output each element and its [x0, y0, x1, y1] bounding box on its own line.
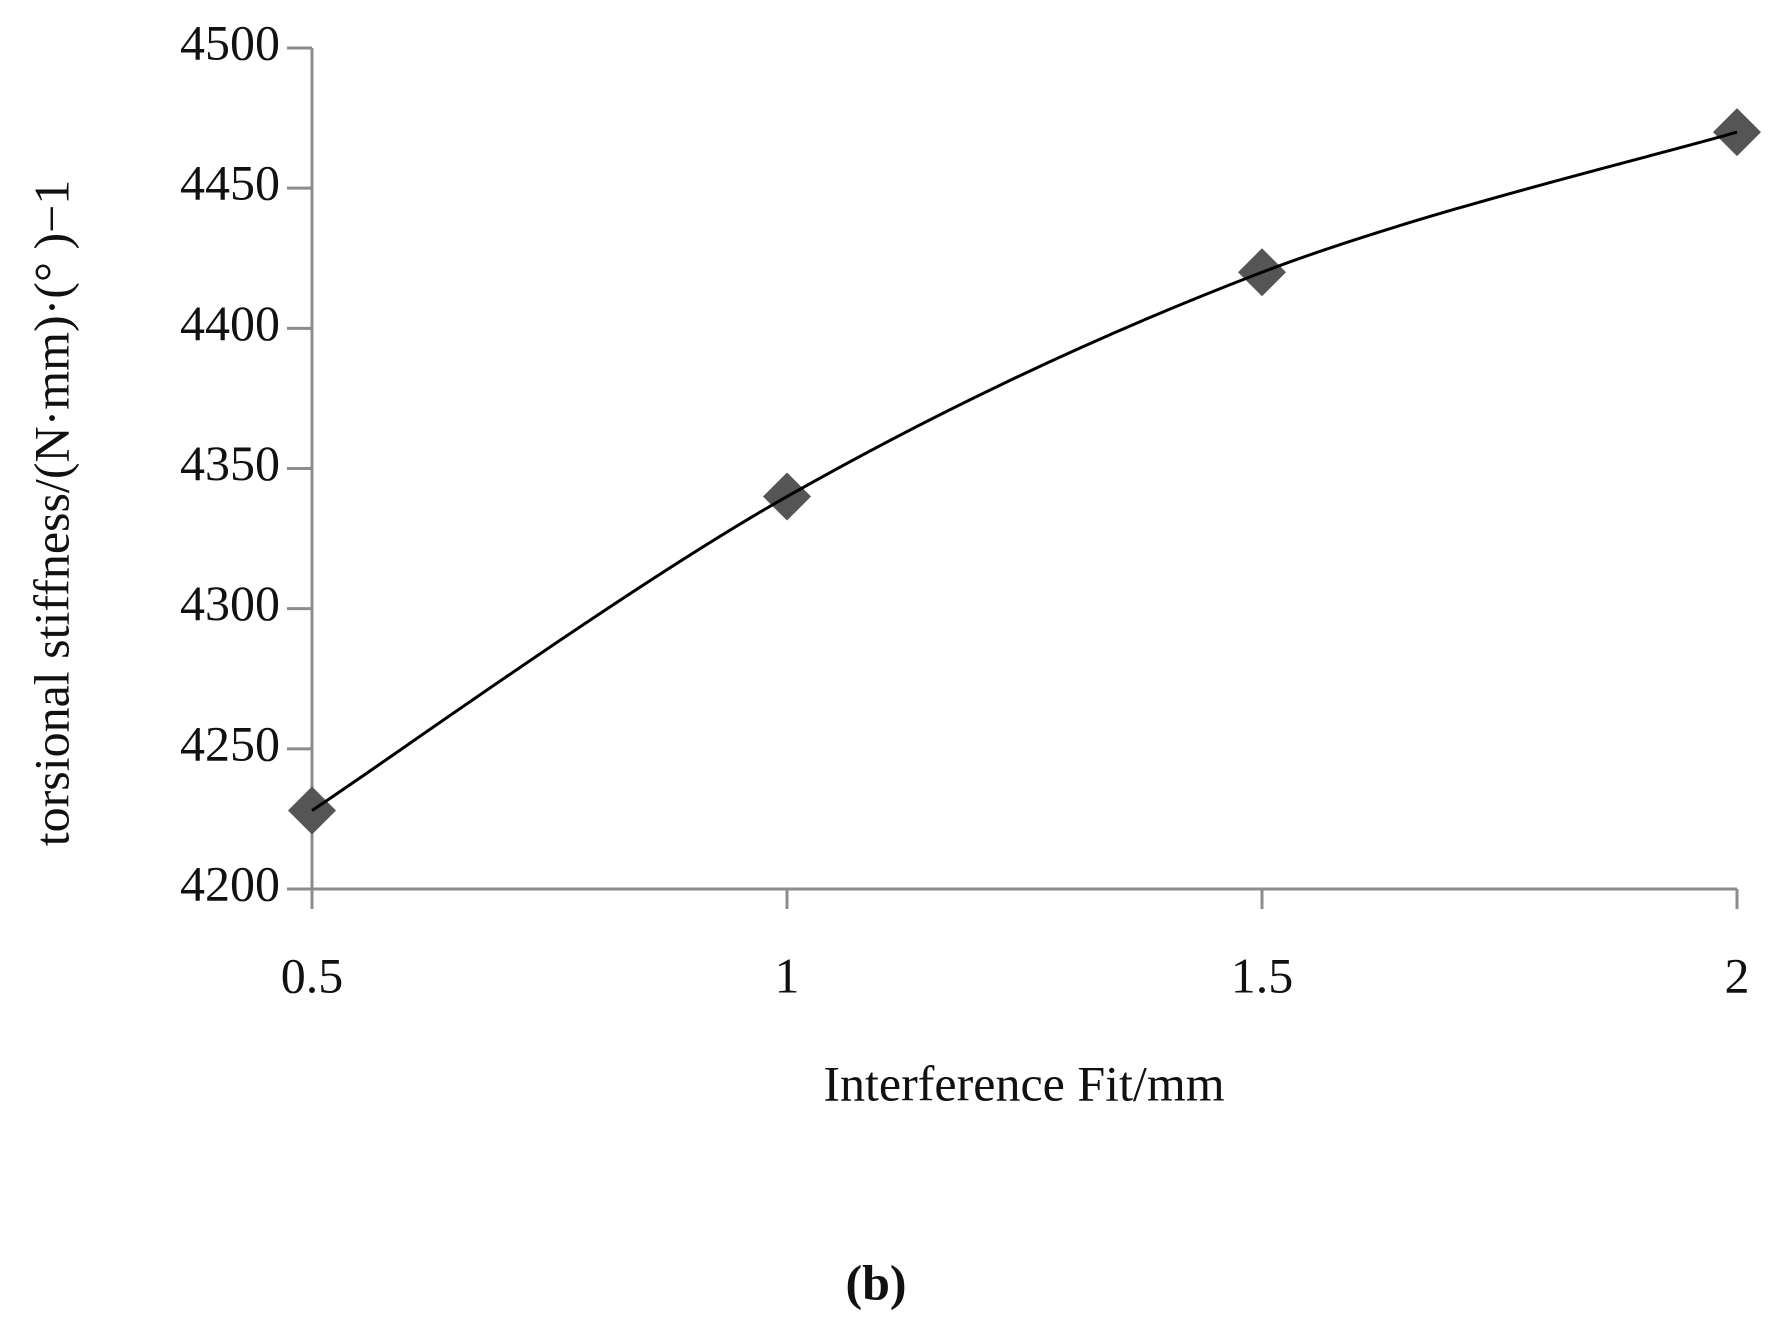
y-tick-label: 4350 — [180, 435, 280, 491]
y-tick-label: 4450 — [180, 155, 280, 211]
trend-line — [311, 130, 1738, 812]
y-tick-label: 4300 — [180, 575, 280, 631]
y-tick-label: 4200 — [180, 855, 280, 911]
x-tick-label: 0.5 — [281, 947, 344, 1003]
y-axis-title: torsional stiffness/(N·mm)·(° )−1 — [23, 180, 79, 847]
y-tick-label: 4500 — [180, 14, 280, 70]
x-tick-label: 1.5 — [1231, 947, 1294, 1003]
x-tick-label: 2 — [1725, 947, 1750, 1003]
caption: (b) — [845, 1254, 906, 1310]
y-tick-label: 4250 — [180, 715, 280, 771]
marker — [1713, 108, 1761, 157]
y-tick-label: 4400 — [180, 295, 280, 351]
x-axis-title: Interference Fit/mm — [823, 1055, 1224, 1111]
x-tick-label: 1 — [775, 947, 800, 1003]
